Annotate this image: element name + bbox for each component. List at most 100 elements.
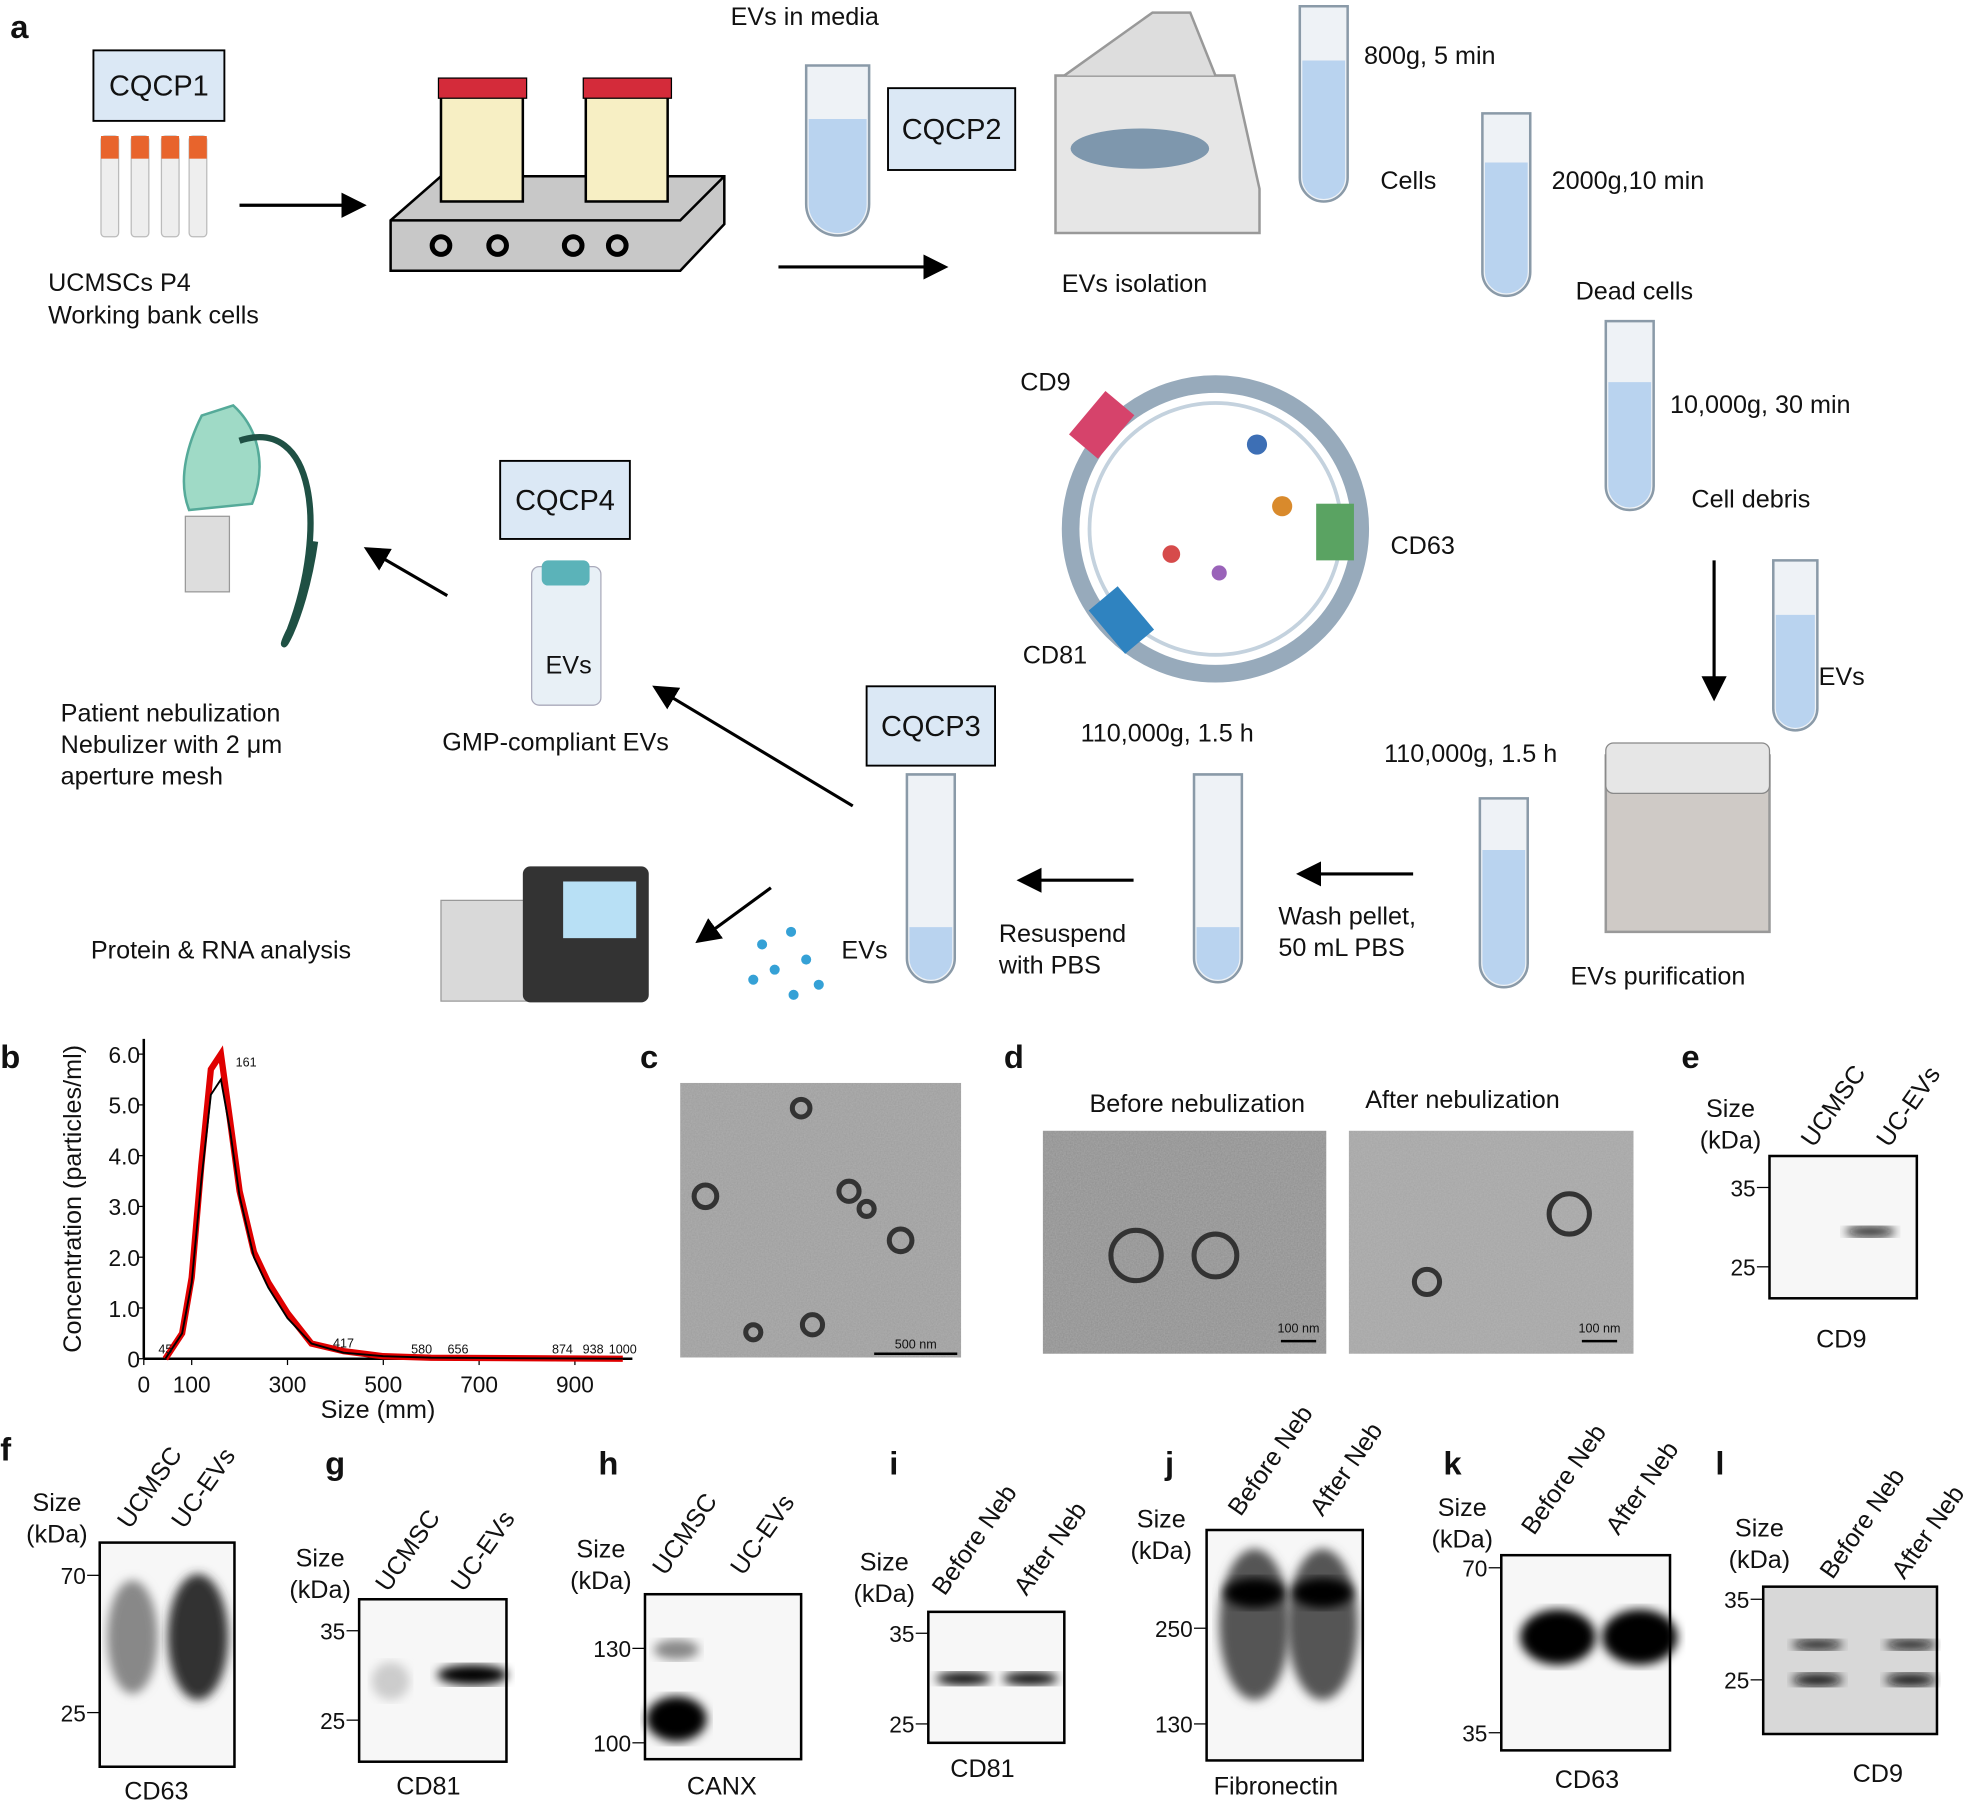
size-label: Size	[1706, 1095, 1755, 1123]
tick-label: 25	[889, 1712, 914, 1738]
size-label: Size	[296, 1545, 345, 1573]
annotation: with PBS	[998, 951, 1101, 979]
blot-band	[1520, 1609, 1596, 1665]
annotation: 110,000g, 1.5 h	[1384, 740, 1557, 768]
lane-label: After Neb	[1009, 1497, 1093, 1600]
size-label: Size	[32, 1489, 81, 1517]
tube-liquid	[1482, 850, 1526, 985]
size-unit: (kDa)	[1729, 1546, 1791, 1574]
blot-frame	[1768, 1154, 1919, 1300]
annotation: Patient nebulization	[61, 700, 281, 728]
size-unit: (kDa)	[1431, 1526, 1493, 1554]
annotation: Resuspend	[999, 920, 1126, 948]
blot-band	[167, 1574, 229, 1700]
tick-label: 35	[1462, 1721, 1487, 1747]
blot-frame	[1761, 1585, 1939, 1736]
panel-label: k	[1443, 1445, 1462, 1482]
annotation: EVs purification	[1571, 963, 1746, 991]
tick-label: 100	[593, 1731, 631, 1757]
protein-label: CD9	[1853, 1760, 1903, 1788]
protein-label: CANX	[687, 1772, 757, 1800]
blot-band	[1292, 1577, 1353, 1609]
panel-label: e	[1681, 1038, 1699, 1075]
tube-liquid	[1302, 60, 1346, 199]
qc-label: CQCP4	[515, 485, 615, 517]
panel-label: l	[1715, 1445, 1724, 1482]
annotation: UCMSCs P4	[48, 269, 191, 297]
annotation: CD9	[1020, 368, 1070, 396]
lane-label: UC-EVs	[725, 1490, 800, 1581]
y-tick-label: 3.0	[109, 1194, 141, 1220]
size-unit: (kDa)	[1131, 1537, 1193, 1565]
lane-label: After Neb	[1304, 1418, 1388, 1521]
lane-label: UCMSC	[1796, 1060, 1872, 1152]
annotation: Cell debris	[1691, 485, 1810, 513]
size-unit: (kDa)	[570, 1567, 632, 1595]
blot-band	[437, 1664, 508, 1685]
panel-label: j	[1164, 1445, 1174, 1482]
x-tick-label: 700	[460, 1372, 498, 1398]
x-tick-label: 0	[137, 1372, 150, 1398]
size-label: Size	[1735, 1514, 1784, 1542]
tube-liquid	[1608, 382, 1652, 508]
tick-label: 70	[1462, 1556, 1487, 1582]
tick-label: 35	[1724, 1587, 1749, 1613]
peak-label: 874	[552, 1343, 573, 1357]
blot-bg	[1769, 1156, 1917, 1299]
blot-band	[1602, 1609, 1678, 1665]
blot-frame	[643, 1592, 803, 1761]
blot-band	[1885, 1639, 1936, 1650]
x-axis-label: Size (mm)	[321, 1396, 436, 1424]
peak-label: 161	[236, 1056, 257, 1070]
annotation: CD63	[1390, 532, 1454, 560]
x-tick-label: 300	[269, 1372, 307, 1398]
lane-label: UC-EVs	[1871, 1061, 1946, 1152]
panel-label: a	[10, 8, 29, 45]
scale-label: 100 nm	[1278, 1321, 1320, 1335]
series-line	[164, 1077, 623, 1360]
qc-box	[865, 685, 996, 767]
y-tick-label: 0	[127, 1347, 140, 1373]
blot-band	[371, 1662, 410, 1700]
annotation: Nebulizer with 2 μm	[61, 731, 283, 759]
tick-label: 25	[61, 1700, 86, 1726]
blot-band	[1792, 1673, 1843, 1687]
lane-label: UCMSC	[370, 1505, 446, 1597]
scale-label: 500 nm	[895, 1338, 937, 1352]
tube-liquid	[909, 927, 953, 980]
series-line	[162, 1045, 623, 1362]
illustrations	[100, 11, 1771, 1003]
annotation: EVs	[546, 652, 592, 680]
tube-liquid	[1775, 614, 1815, 728]
tick-label: 25	[1724, 1668, 1749, 1694]
peak-label: 45	[158, 1343, 172, 1357]
y-tick-label: 1.0	[109, 1296, 141, 1322]
lane-label: After Neb	[1886, 1481, 1970, 1584]
panel-label: c	[640, 1038, 658, 1075]
protein-label: CD63	[1555, 1766, 1619, 1794]
blot-band	[1845, 1226, 1896, 1237]
micrographs	[680, 1082, 1634, 1358]
size-unit: (kDa)	[853, 1580, 915, 1608]
tick-label: 130	[593, 1636, 631, 1662]
size-label: Size	[860, 1548, 909, 1576]
annotation: Dead cells	[1576, 278, 1694, 306]
qc-box	[92, 49, 226, 122]
annotation: 800g, 5 min	[1364, 42, 1496, 70]
lane-label: Before Neb	[1223, 1400, 1319, 1520]
size-label: Size	[1137, 1505, 1186, 1533]
annotation: EVs	[1819, 663, 1865, 691]
qc-label: CQCP2	[902, 114, 1002, 146]
y-tick-label: 5.0	[109, 1093, 141, 1119]
blot-band	[935, 1672, 992, 1685]
blot-frame	[98, 1541, 236, 1768]
blot-band	[646, 1696, 707, 1742]
x-tick-label: 900	[556, 1372, 594, 1398]
peak-label: 580	[411, 1343, 432, 1357]
lane-label: Before Neb	[927, 1480, 1023, 1600]
panel-label: b	[0, 1038, 20, 1075]
tick-label: 70	[61, 1563, 86, 1589]
tubes	[804, 5, 1819, 989]
annotation: Cells	[1380, 167, 1436, 195]
annotation: Wash pellet,	[1278, 902, 1416, 930]
